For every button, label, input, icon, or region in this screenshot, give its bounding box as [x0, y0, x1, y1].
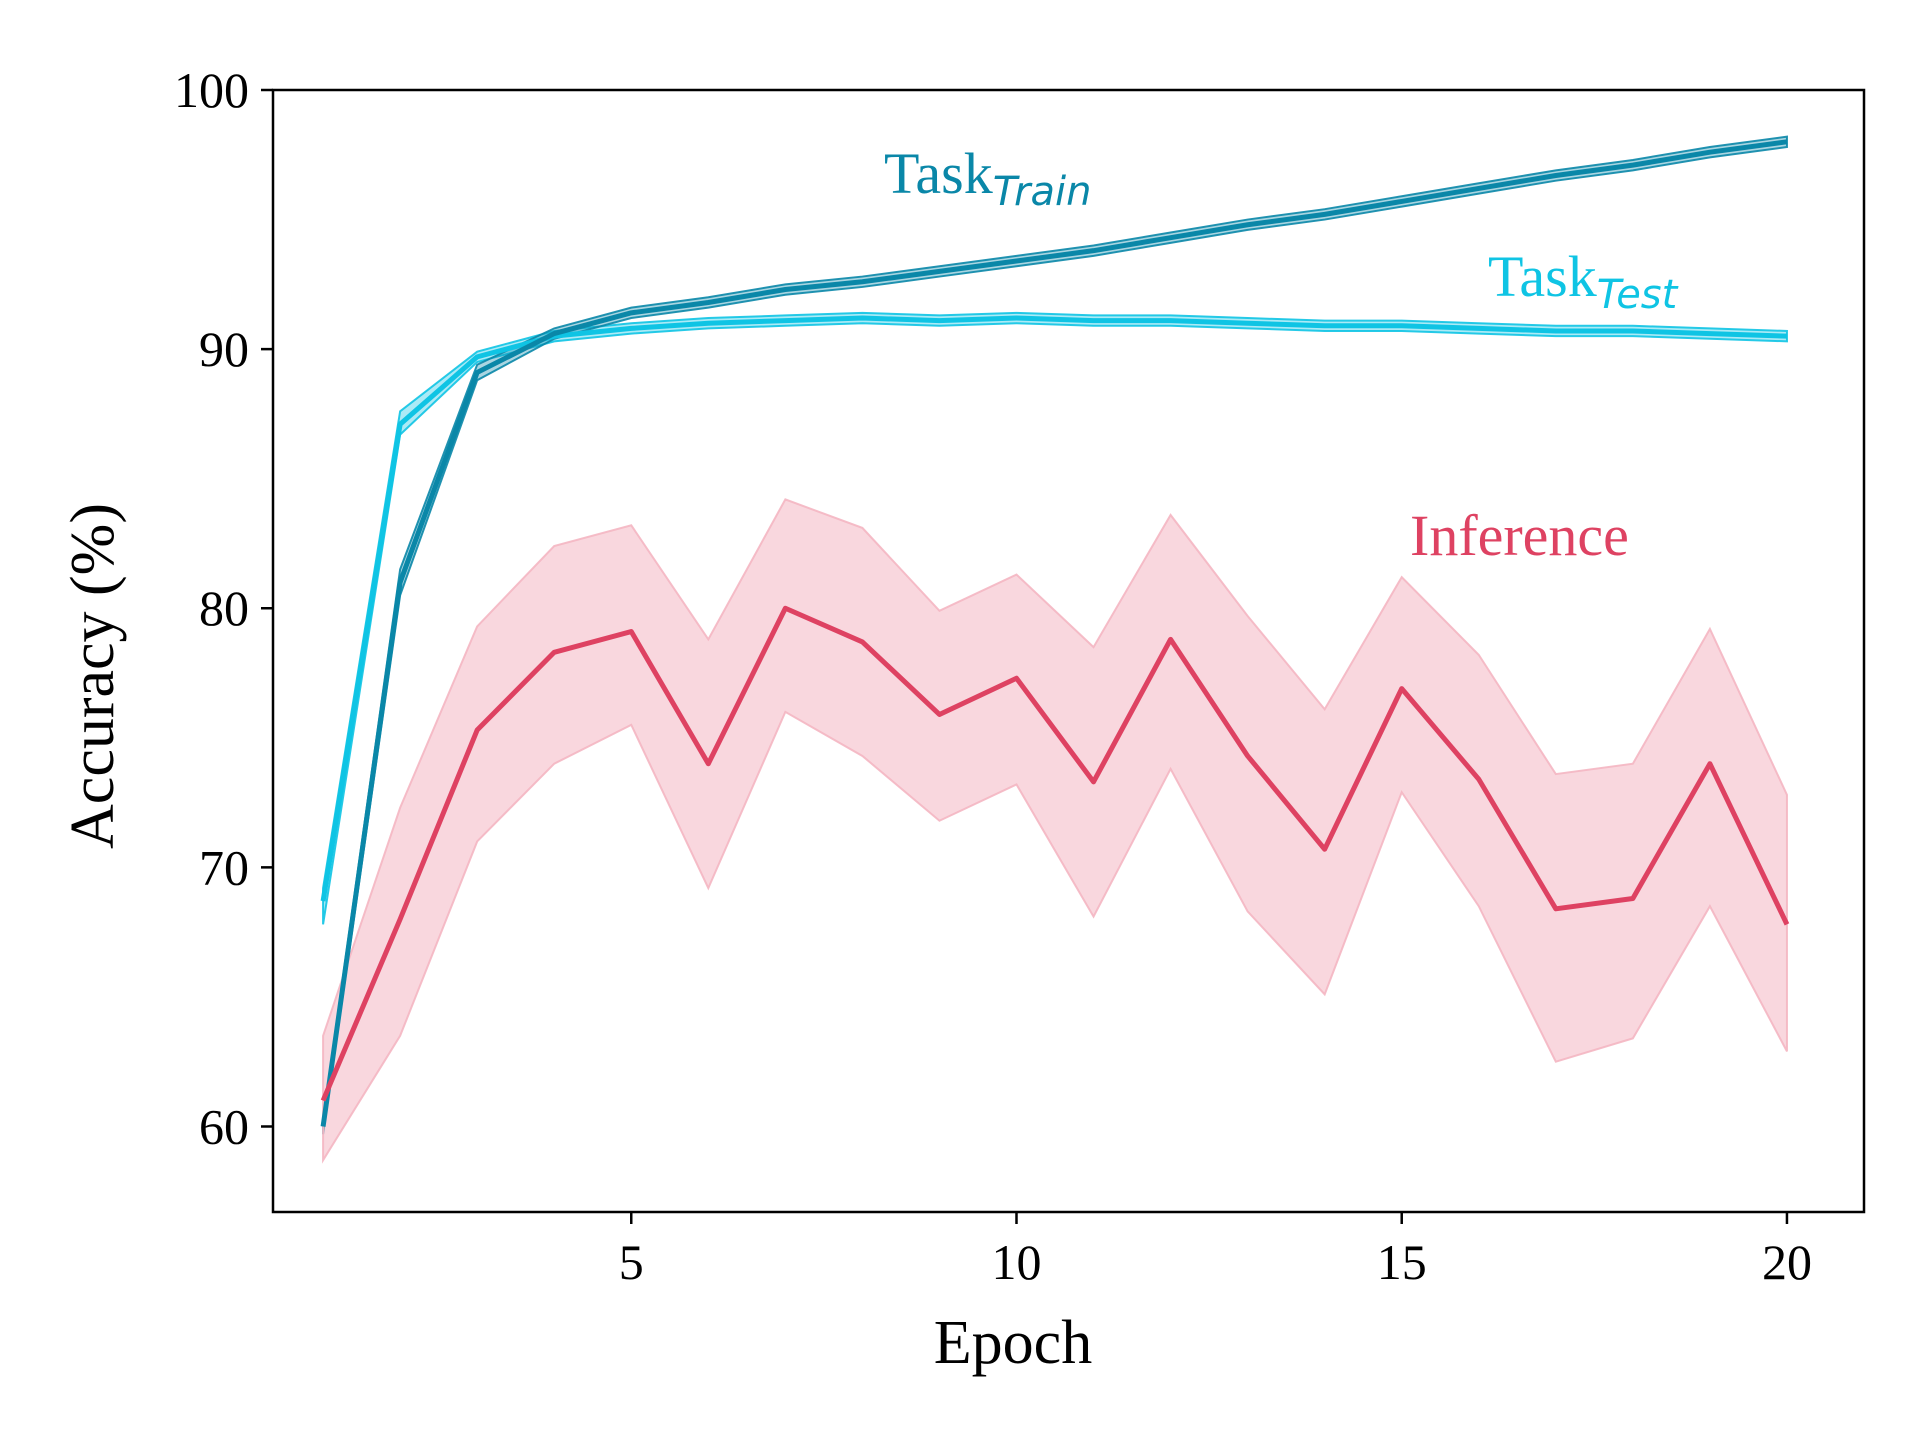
x-tick-label-5: 5	[619, 1234, 644, 1290]
x-axis-title: Epoch	[934, 1309, 1092, 1377]
series-labels: TaskTrain TaskTest Inference	[884, 141, 1679, 568]
y-tick-label-90: 90	[199, 321, 249, 377]
y-axis-title: Accuracy (%)	[59, 503, 127, 849]
x-tick-label-20: 20	[1762, 1234, 1812, 1290]
y-tick-label-70: 70	[199, 839, 249, 895]
confidence-bands	[322, 135, 1788, 1164]
series-label-task-test: TaskTest	[1488, 244, 1679, 318]
series-label-inference: Inference	[1410, 503, 1629, 568]
line-task-test	[320, 315, 1788, 902]
series-lines	[320, 139, 1790, 1127]
plot-frame	[271, 88, 1866, 1214]
axis-ticks: 5 10 15 20 60 70 80 90 100	[174, 62, 1812, 1290]
line-inference	[320, 605, 1790, 1102]
series-label-task-train: TaskTrain	[884, 141, 1091, 215]
band-task-train	[322, 135, 1788, 1135]
y-tick-label-100: 100	[174, 62, 249, 118]
y-tick-label-80: 80	[199, 580, 249, 636]
y-tick-label-60: 60	[199, 1098, 249, 1154]
x-tick-label-10: 10	[991, 1234, 1041, 1290]
x-tick-label-15: 15	[1377, 1234, 1427, 1290]
line-task-train	[320, 139, 1788, 1127]
band-inference	[322, 498, 1788, 1164]
band-task-test	[322, 311, 1788, 925]
